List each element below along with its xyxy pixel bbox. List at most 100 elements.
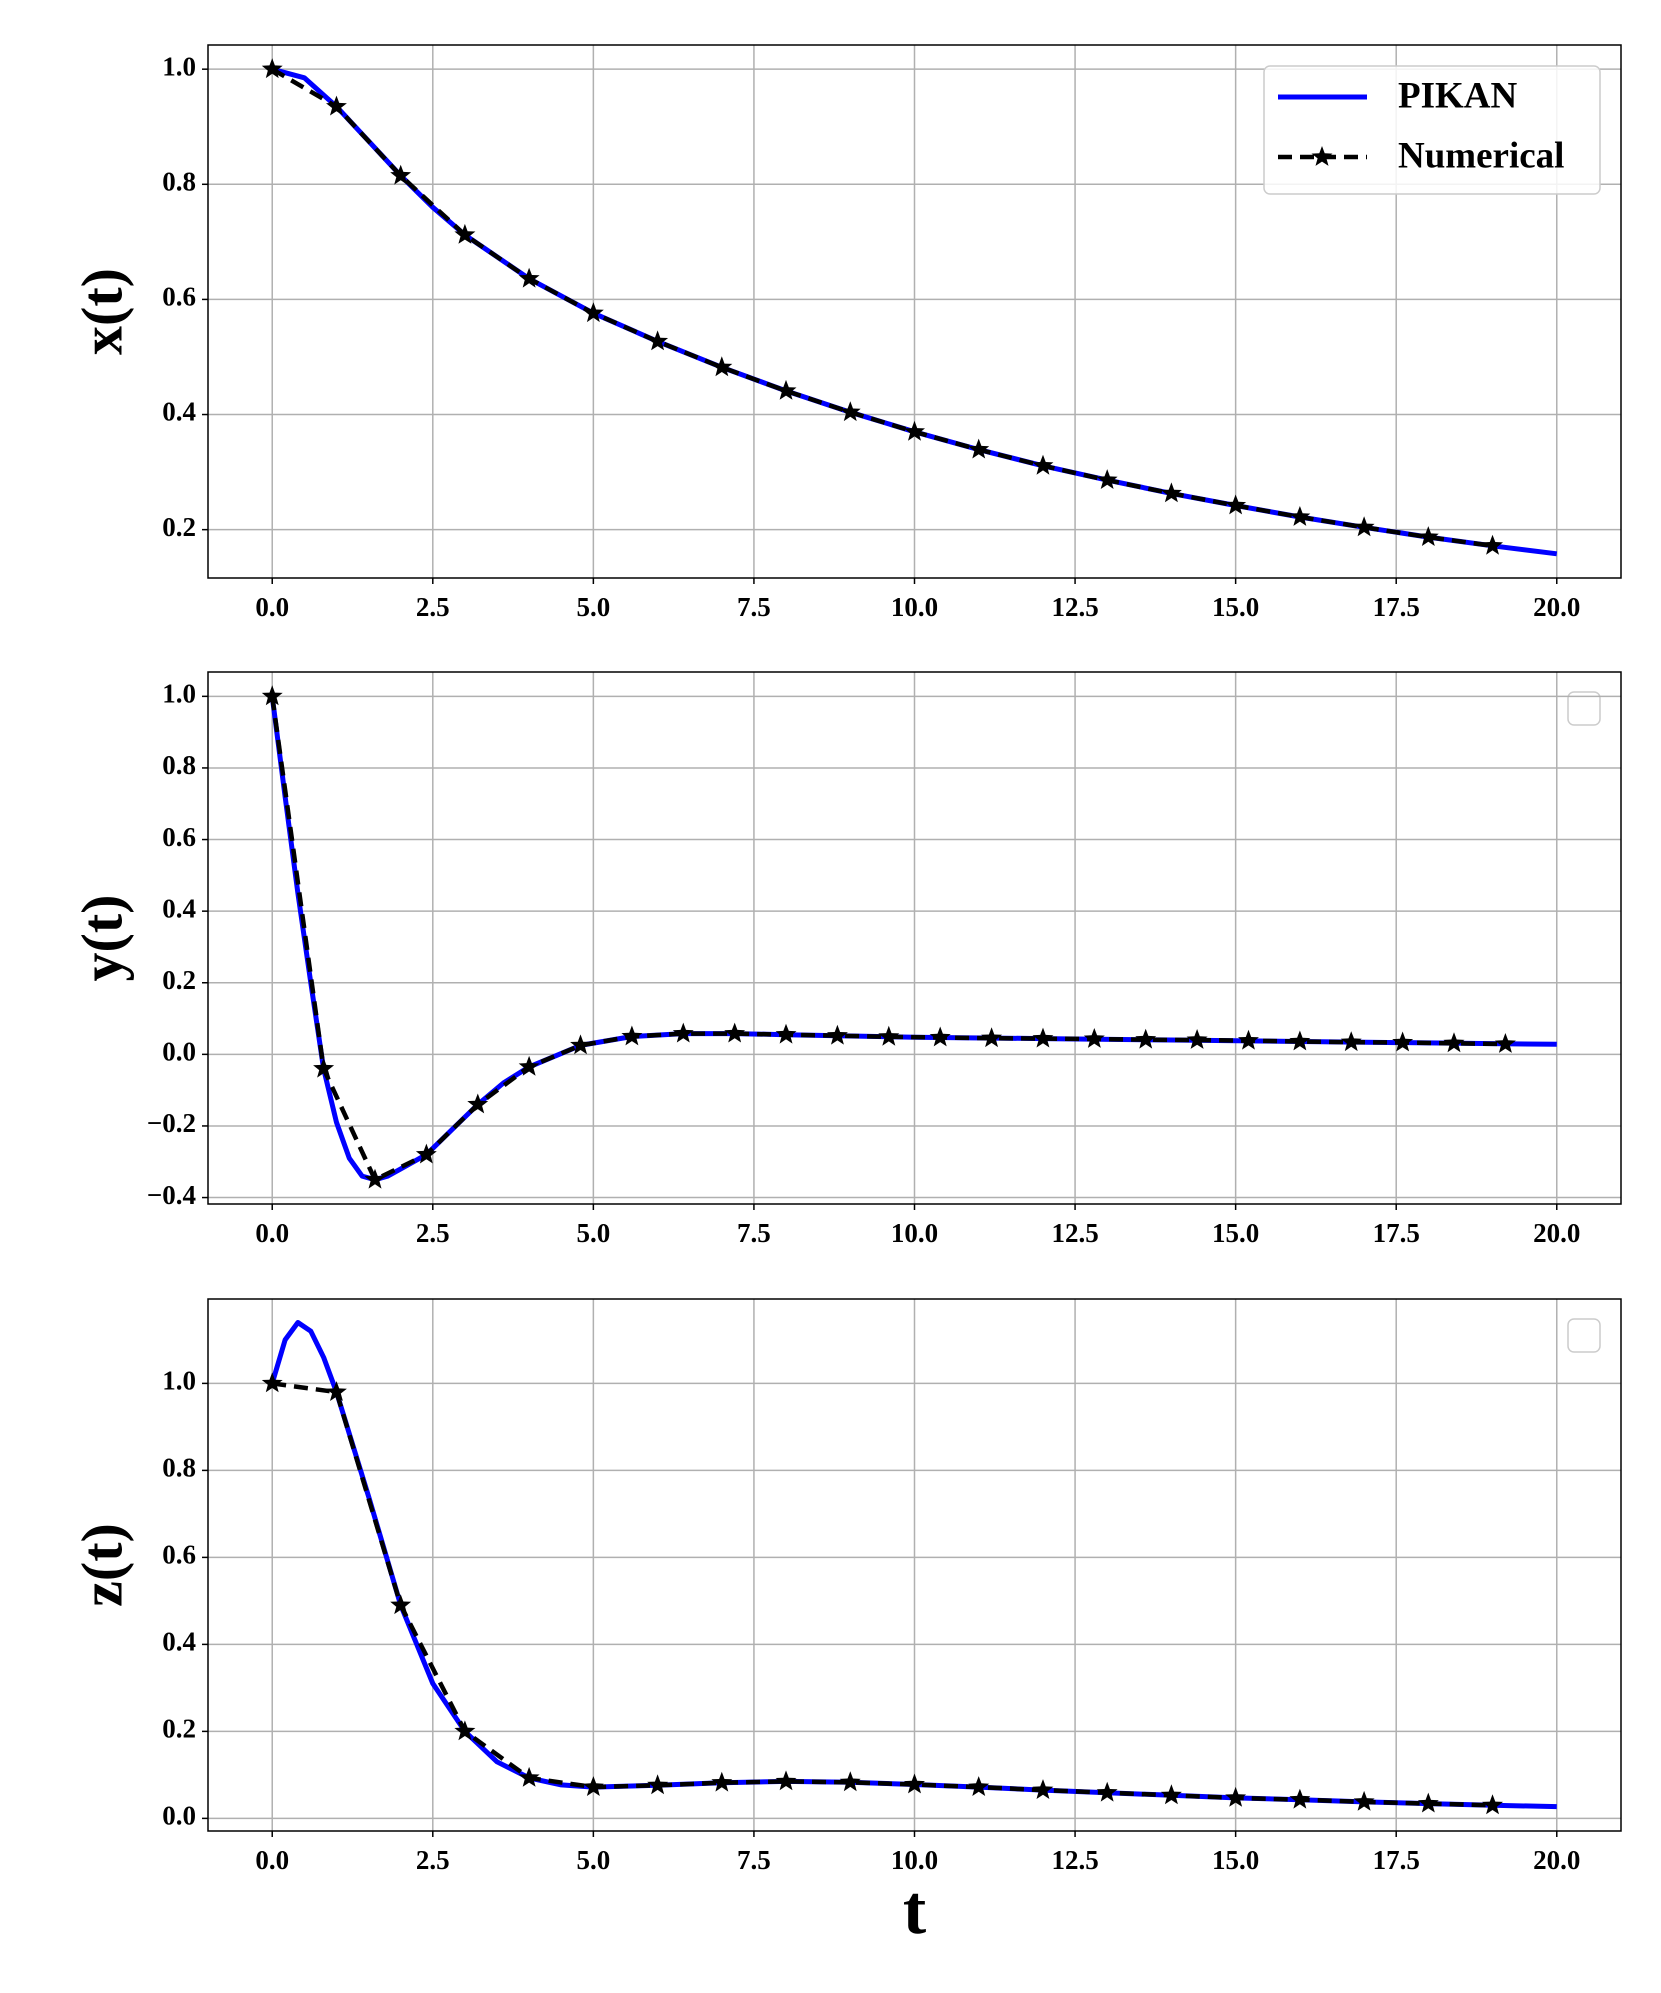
data-point: [390, 164, 412, 185]
data-point: [878, 1025, 900, 1046]
x-tick-label: 10.0: [891, 1218, 938, 1248]
data-point: [570, 1034, 591, 1055]
data-point: [1160, 482, 1182, 503]
data-point: [1032, 1779, 1054, 1799]
x-tick-label: 0.0: [255, 1845, 289, 1875]
data-point: [1083, 1028, 1105, 1048]
axes-frame: [207, 44, 1622, 579]
x-tick-label: 5.0: [576, 1218, 610, 1248]
data-point: [647, 330, 669, 351]
series-line: [271, 1381, 1493, 1808]
x-tick-label: 2.5: [416, 592, 450, 622]
data-point: [1032, 1027, 1054, 1048]
legend-marker: [1311, 146, 1333, 166]
data-point: [313, 1057, 335, 1078]
data-point: [1289, 1788, 1311, 1809]
data-point: [1353, 516, 1375, 537]
data-point: [1186, 1029, 1208, 1049]
y-tick-label: 0.2: [162, 512, 196, 542]
data-point: [261, 685, 283, 706]
y-tick-label: 0.8: [162, 166, 196, 196]
data-point: [454, 223, 476, 244]
data-point: [1417, 526, 1439, 546]
x-tick-label: 7.5: [737, 1218, 771, 1248]
y-tick-label: 0.4: [162, 1627, 196, 1657]
data-point: [1289, 1030, 1311, 1051]
data-point: [1340, 1031, 1362, 1052]
y-tick-label: 0.6: [162, 822, 196, 852]
axes-frame: [207, 1298, 1622, 1832]
x-tick-label: 17.5: [1373, 592, 1420, 622]
data-point: [1443, 1032, 1465, 1053]
x-tick-label: 5.0: [576, 1845, 610, 1875]
y-tick-label: 1.0: [162, 679, 196, 709]
data-point: [1353, 1790, 1375, 1811]
data-point: [775, 1023, 797, 1044]
y-tick-label: 0.4: [162, 893, 196, 923]
data-point: [326, 1381, 347, 1401]
data-point: [968, 1776, 990, 1796]
y-tick-label: 0.2: [162, 1714, 196, 1744]
data-point: [467, 1093, 489, 1114]
data-point: [582, 302, 604, 323]
y-tick-label: 0.0: [162, 1037, 196, 1067]
data-point: [929, 1026, 951, 1047]
x-axis-label: t: [903, 1872, 926, 1949]
x-tick-label: 20.0: [1533, 1218, 1580, 1248]
y-tick-label: 1.0: [162, 1366, 196, 1396]
data-point: [1160, 1784, 1182, 1805]
x-tick-label: 0.0: [255, 592, 289, 622]
data-point: [839, 401, 861, 422]
data-point: [261, 58, 283, 79]
y-tick-label: 0.8: [162, 1453, 196, 1483]
data-point: [711, 1771, 733, 1792]
data-point: [1289, 506, 1311, 526]
y-tick-label: 1.0: [162, 51, 196, 81]
series-line: [269, 695, 1506, 1182]
y-tick-label: 0.6: [162, 1540, 196, 1570]
data-point: [582, 1776, 604, 1796]
data-point: [981, 1027, 1002, 1048]
data-point: [904, 420, 925, 441]
y-tick-label: 0.2: [162, 965, 196, 995]
data-point: [904, 1773, 925, 1794]
data-point: [1096, 469, 1118, 489]
data-point: [672, 1022, 694, 1043]
empty-legend: [1567, 1318, 1601, 1353]
data-point: [1135, 1028, 1157, 1049]
data-point: [839, 1771, 861, 1792]
x-tick-label: 7.5: [737, 1845, 771, 1875]
x-tick-label: 20.0: [1533, 592, 1580, 622]
data-point: [1096, 1781, 1118, 1802]
legend-label: PIKAN: [1398, 75, 1518, 116]
data-point: [968, 438, 990, 459]
data-point: [518, 1766, 540, 1787]
y-tick-label: 0.0: [162, 1801, 196, 1831]
data-point: [621, 1025, 643, 1046]
x-tick-label: 2.5: [416, 1845, 450, 1875]
x-tick-label: 12.5: [1051, 1845, 1098, 1875]
x-tick-label: 15.0: [1212, 1218, 1259, 1248]
legend-label: Numerical: [1398, 135, 1564, 176]
x-tick-label: 7.5: [737, 592, 771, 622]
data-point: [1032, 454, 1054, 475]
data-point: [1225, 494, 1247, 515]
data-point: [261, 1372, 283, 1393]
data-point: [1392, 1031, 1414, 1052]
x-tick-label: 15.0: [1212, 1845, 1259, 1875]
axes-frame: [207, 671, 1622, 1205]
data-point: [1482, 534, 1503, 555]
data-point: [454, 1720, 476, 1741]
x-tick-label: 12.5: [1051, 592, 1098, 622]
data-point: [1238, 1029, 1259, 1050]
data-point: [1417, 1792, 1439, 1813]
data-point: [775, 379, 797, 400]
x-tick-label: 10.0: [891, 592, 938, 622]
data-point: [647, 1774, 669, 1795]
x-tick-label: 0.0: [255, 1218, 289, 1248]
x-tick-label: 15.0: [1212, 592, 1259, 622]
x-tick-label: 12.5: [1051, 1218, 1098, 1248]
y-tick-label: 0.8: [162, 750, 196, 780]
data-point: [827, 1024, 848, 1045]
